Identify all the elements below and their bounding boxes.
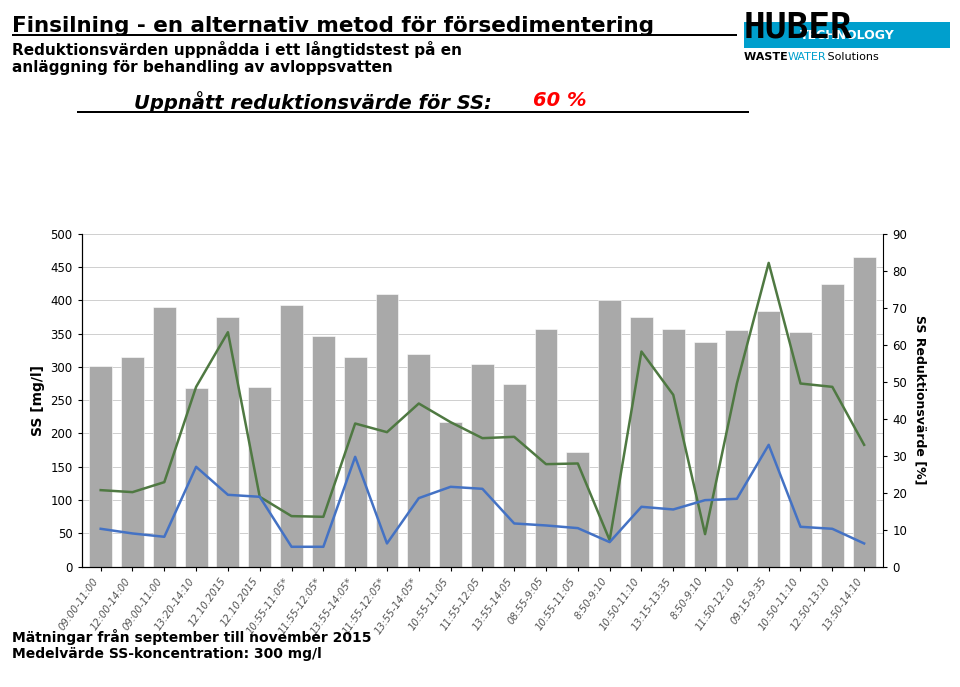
Bar [789, 332, 812, 567]
Text: Reduktionsvärden uppnådda i ett långtidstest på en: Reduktionsvärden uppnådda i ett långtids… [12, 41, 463, 58]
Bar [726, 330, 749, 567]
Text: Finsilning - en alternativ metod för försedimentering: Finsilning - en alternativ metod för för… [12, 16, 655, 36]
Bar [89, 365, 112, 567]
Bar [153, 307, 176, 567]
Text: TECHNOLOGY: TECHNOLOGY [800, 29, 895, 41]
Bar [375, 293, 398, 567]
Bar [694, 342, 716, 567]
Bar [312, 335, 335, 567]
Text: Solutions: Solutions [824, 52, 878, 63]
Text: WASTE: WASTE [744, 52, 792, 63]
Bar [661, 329, 684, 567]
Bar [344, 357, 367, 567]
Bar [121, 357, 144, 567]
Bar [821, 284, 844, 567]
Bar [535, 329, 558, 567]
Text: 60 %: 60 % [533, 91, 587, 110]
Text: anläggning för behandling av avloppsvatten: anläggning för behandling av avloppsvatt… [12, 60, 394, 76]
Bar [471, 363, 493, 567]
Y-axis label: SS Reduktionsvärde [%]: SS Reduktionsvärde [%] [914, 315, 926, 485]
Bar [598, 300, 621, 567]
Text: Mätningar från september till november 2015: Mätningar från september till november 2… [12, 629, 372, 644]
Bar [280, 305, 303, 567]
Bar [503, 383, 526, 567]
Bar [630, 317, 653, 567]
Bar [407, 354, 430, 567]
Text: HUBER: HUBER [744, 10, 852, 44]
Text: WATER: WATER [787, 52, 826, 63]
Bar [757, 311, 780, 567]
Bar [249, 387, 271, 567]
Text: Uppnått reduktionsvärde för SS:: Uppnått reduktionsvärde för SS: [134, 91, 499, 113]
Text: Medelvärde SS-koncentration: 300 mg/l: Medelvärde SS-koncentration: 300 mg/l [12, 647, 323, 661]
Bar [439, 423, 462, 567]
Bar [566, 452, 589, 567]
Y-axis label: SS [mg/l]: SS [mg/l] [31, 365, 45, 436]
Bar [852, 257, 876, 567]
Bar [216, 317, 239, 567]
Bar [184, 388, 207, 567]
